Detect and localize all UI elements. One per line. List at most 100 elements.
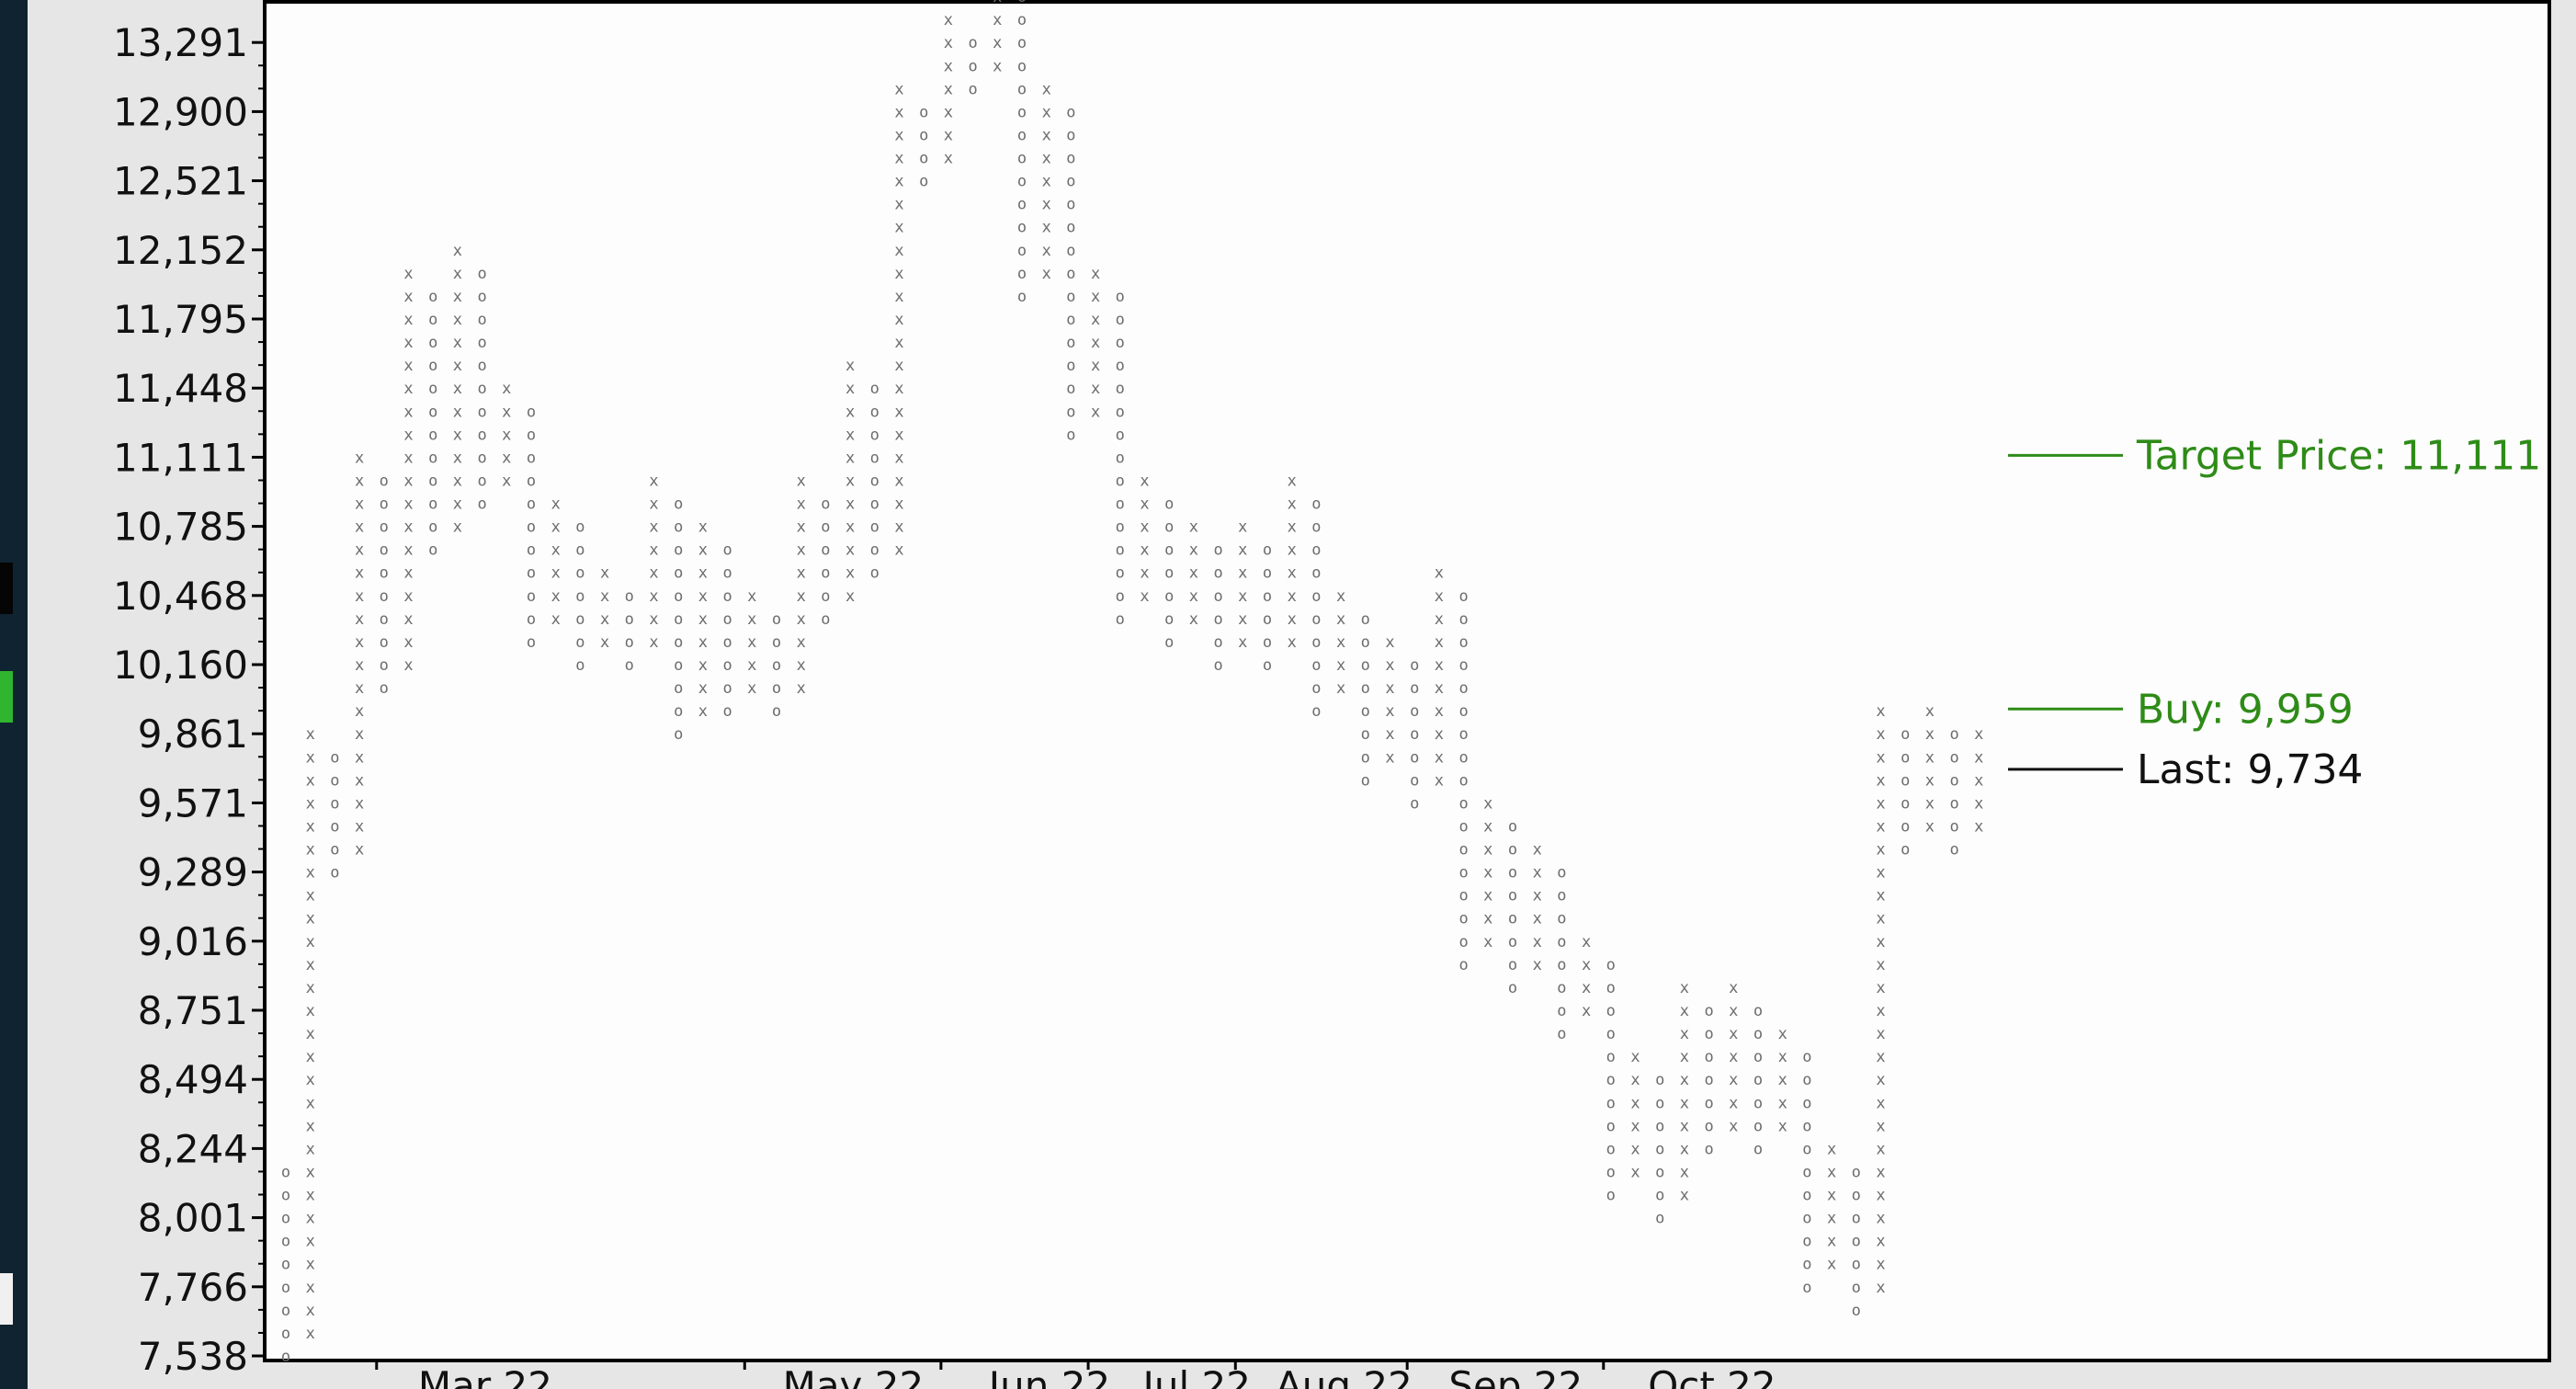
x-mark: x — [1435, 702, 1444, 721]
x-mark: x — [306, 979, 315, 997]
o-mark: o — [428, 495, 437, 514]
y-tick-label: 9,861 — [138, 712, 248, 757]
x-mark: x — [1778, 1025, 1787, 1043]
x-mark: x — [403, 265, 413, 283]
o-mark: o — [527, 518, 536, 537]
y-tick-label: 8,001 — [138, 1196, 248, 1241]
x-mark: x — [600, 564, 609, 583]
x-mark: x — [355, 656, 364, 675]
x-mark: x — [1336, 587, 1345, 606]
o-mark: o — [1802, 1071, 1811, 1089]
x-mark: x — [403, 334, 413, 352]
o-mark: o — [870, 380, 879, 398]
o-mark: o — [1753, 1002, 1763, 1020]
x-mark: x — [1533, 887, 1542, 905]
y-tick-label: 9,289 — [138, 850, 248, 895]
o-mark: o — [527, 426, 536, 444]
o-mark: o — [870, 518, 879, 537]
x-mark: x — [453, 242, 462, 260]
o-mark: o — [1655, 1117, 1664, 1135]
o-mark: o — [1017, 150, 1027, 168]
o-mark: o — [1116, 541, 1125, 560]
x-mark: x — [1925, 794, 1935, 813]
o-mark: o — [1606, 1187, 1616, 1205]
x-mark: x — [306, 1163, 315, 1181]
o-mark: o — [281, 1233, 290, 1251]
o-mark: o — [1704, 1048, 1713, 1066]
o-mark: o — [1458, 887, 1468, 905]
o-mark: o — [1311, 656, 1321, 675]
x-mark: x — [894, 288, 903, 306]
x-mark: x — [1435, 725, 1444, 744]
x-mark: x — [1876, 933, 1885, 951]
x-mark: x — [1042, 126, 1051, 144]
o-mark: o — [821, 564, 830, 583]
x-mark: x — [993, 34, 1002, 52]
y-tick-label: 7,766 — [138, 1265, 248, 1310]
o-mark: o — [428, 426, 437, 444]
x-mark: x — [894, 472, 903, 490]
o-mark: o — [1311, 633, 1321, 652]
o-mark: o — [625, 610, 634, 629]
x-mark: x — [355, 610, 364, 629]
x-mark: x — [1680, 1163, 1689, 1181]
o-mark: o — [1066, 196, 1075, 214]
pnf-columns: oooooooooxxxxxxxxxxxxxxxxxxxxxxxxxxxoooo… — [281, 0, 1984, 1366]
x-mark: x — [1974, 794, 1983, 813]
x-mark: x — [1827, 1256, 1836, 1274]
x-mark: x — [1336, 610, 1345, 629]
y-tick-label: 8,494 — [138, 1057, 248, 1102]
annotation-label: Target Price: 11,111 — [2136, 432, 2541, 479]
o-mark: o — [870, 541, 879, 560]
x-mark: x — [1876, 1187, 1885, 1205]
x-mark: x — [355, 725, 364, 744]
x-mark: x — [797, 518, 806, 537]
x-mark: x — [403, 403, 413, 421]
x-mark: x — [797, 656, 806, 675]
o-mark: o — [674, 679, 683, 698]
x-mark: x — [306, 1187, 315, 1205]
o-mark: o — [1852, 1210, 1861, 1228]
x-mark: x — [1876, 1025, 1885, 1043]
x-mark: x — [1680, 1094, 1689, 1112]
x-mark: x — [1876, 771, 1885, 790]
x-mark: x — [551, 518, 561, 537]
x-mark: x — [1189, 518, 1198, 537]
o-mark: o — [1017, 126, 1027, 144]
x-mark: x — [306, 1302, 315, 1320]
o-mark: o — [1606, 956, 1616, 974]
y-tick-label: 12,521 — [113, 159, 248, 204]
o-mark: o — [722, 564, 732, 583]
y-tick-label: 9,016 — [138, 919, 248, 964]
x-mark: x — [355, 748, 364, 767]
x-mark: x — [1680, 979, 1689, 997]
x-mark: x — [1876, 1140, 1885, 1158]
y-tick-label: 13,291 — [113, 20, 248, 65]
annotation-label: Last: 9,734 — [2137, 746, 2363, 793]
x-mark: x — [1435, 633, 1444, 652]
x-mark: x — [502, 426, 511, 444]
y-tick-label: 11,448 — [113, 366, 248, 411]
o-mark: o — [1852, 1233, 1861, 1251]
x-mark: x — [1630, 1163, 1640, 1181]
x-tick-label: Aug 22 — [1276, 1363, 1413, 1389]
x-axis: Mar 22 May 22 Jun 22 Jul 22 Aug 22 Sep 22 Oct … — [375, 1361, 1776, 1389]
x-mark: x — [1729, 1048, 1738, 1066]
x-mark: x — [502, 472, 511, 490]
o-mark: o — [1606, 1117, 1616, 1135]
o-mark: o — [674, 725, 683, 744]
x-mark: x — [1680, 1025, 1689, 1043]
o-mark: o — [1704, 1117, 1713, 1135]
o-mark: o — [1066, 288, 1075, 306]
o-mark: o — [1017, 103, 1027, 121]
o-mark: o — [1066, 311, 1075, 329]
x-mark: x — [698, 633, 708, 652]
o-mark: o — [1164, 564, 1174, 583]
